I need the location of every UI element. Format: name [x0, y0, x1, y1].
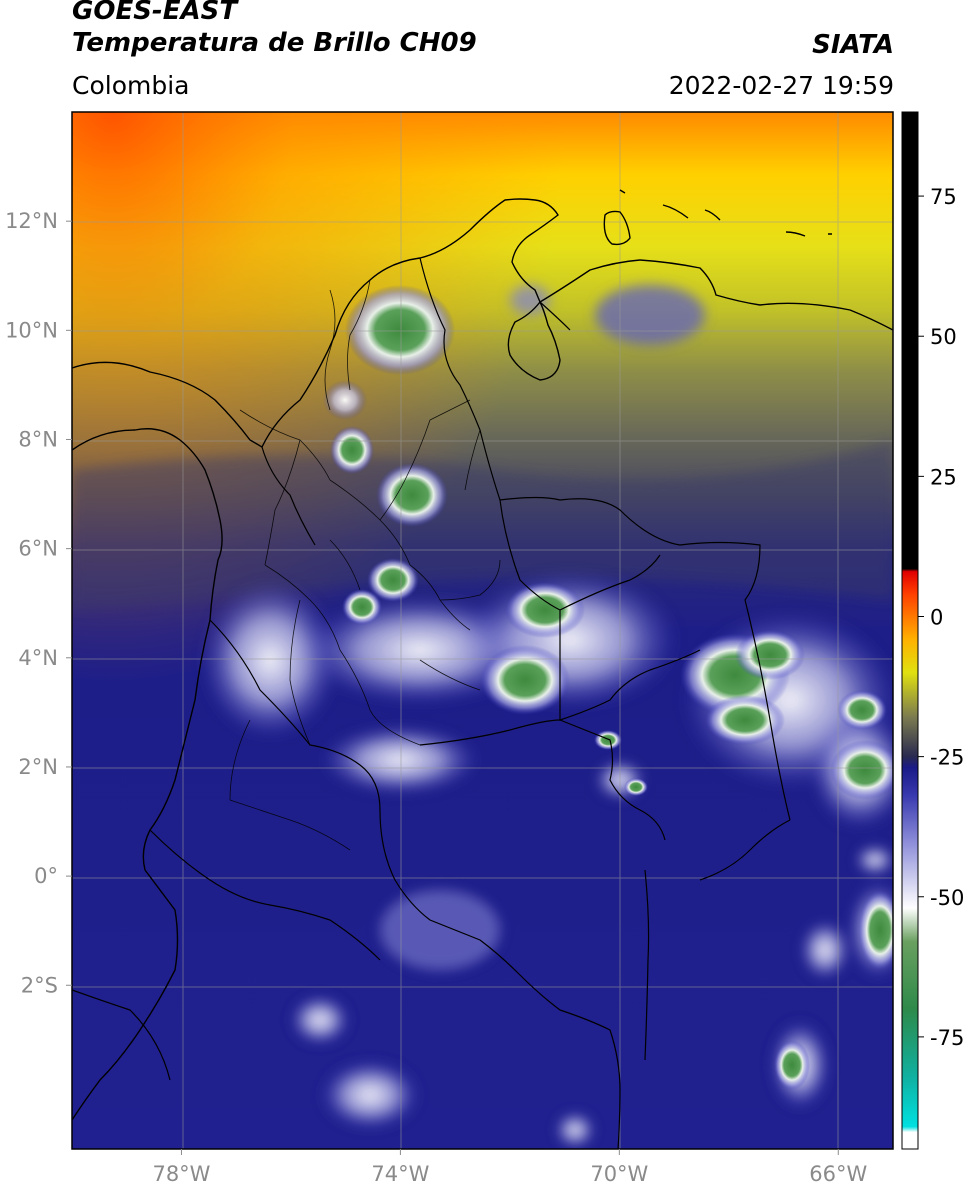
- lat-tick-label: 4°N: [18, 646, 58, 670]
- lat-tick-label: 6°N: [18, 537, 58, 561]
- lat-tick-label: 0°: [34, 864, 58, 888]
- lat-tick-label: 2°S: [21, 973, 58, 997]
- lat-tick-label: 10°N: [5, 318, 58, 342]
- colorbar-tick-label: -50: [930, 886, 964, 910]
- map-frame: [71, 111, 894, 1150]
- department-borders: [229, 279, 501, 851]
- country-borders: [72, 257, 791, 1149]
- product-title: Temperatura de Brillo CH09: [72, 28, 477, 58]
- colorbar-tick-label: 0: [930, 605, 943, 629]
- lon-tick-label: 66°W: [809, 1162, 867, 1186]
- convective-cores: [323, 285, 893, 1090]
- longitude-axis: 78°W 74°W 70°W 66°W: [152, 1149, 867, 1186]
- lat-tick-label: 12°N: [5, 209, 58, 233]
- colorbar-tick-label: -75: [930, 1026, 964, 1050]
- region-label: Colombia: [72, 71, 190, 100]
- source-label: SIATA: [812, 30, 894, 60]
- lon-tick-label: 78°W: [152, 1162, 210, 1186]
- satellite-title: GOES-EAST: [72, 0, 238, 26]
- gridlines: [72, 112, 893, 1149]
- colorbar-scale: [901, 111, 919, 1150]
- colorbar-tick-label: 25: [930, 465, 957, 489]
- colorbar-tick-label: -25: [930, 746, 964, 770]
- lon-tick-label: 74°W: [371, 1162, 429, 1186]
- coastlines: [72, 189, 893, 1121]
- lon-tick-label: 70°W: [590, 1162, 648, 1186]
- latitude-axis: 12°N 10°N 8°N 6°N 4°N 2°N 0° 2°S: [5, 209, 72, 997]
- lat-tick-label: 8°N: [18, 427, 58, 451]
- map-area: [72, 112, 893, 1149]
- timestamp-label: 2022-02-27 19:59: [668, 71, 894, 100]
- colorbar-tick-label: 50: [930, 325, 957, 349]
- colorbar-tick-label: 75: [930, 185, 957, 209]
- lat-tick-label: 2°N: [18, 755, 58, 779]
- colorbar: 75 50 25 0 -25 -50 -75: [901, 111, 964, 1150]
- mid-level-band: [72, 440, 893, 608]
